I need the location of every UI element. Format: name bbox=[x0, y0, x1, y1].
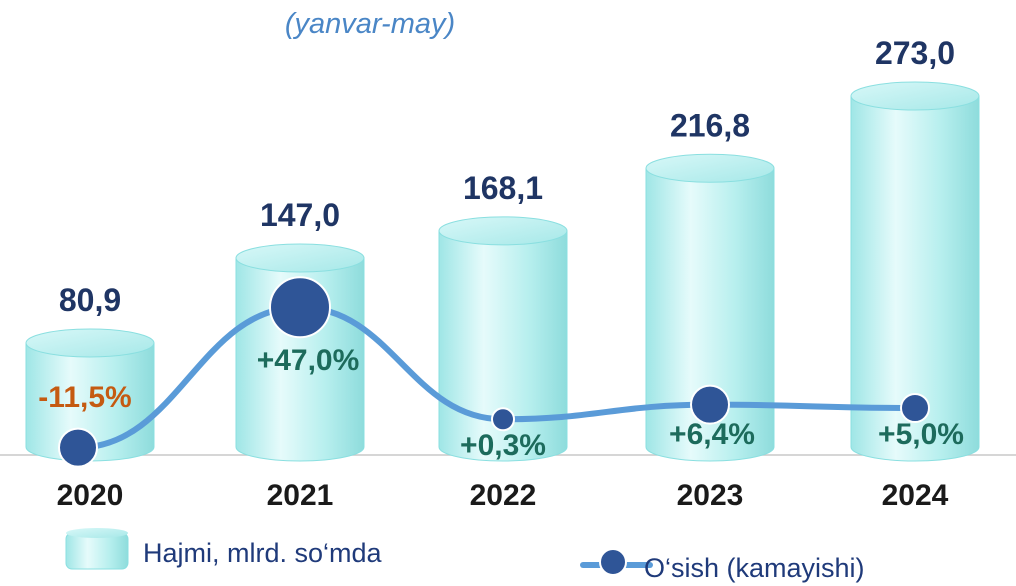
legend-item-volume: Hajmi, mlrd. so‘mda bbox=[65, 528, 383, 570]
growth-line-path bbox=[75, 304, 918, 451]
bar-2021 bbox=[235, 243, 365, 462]
year-label-2020: 2020 bbox=[57, 479, 124, 512]
growth-marker-2024 bbox=[900, 393, 930, 423]
growth-label-2020: -11,5% bbox=[38, 381, 131, 414]
bar-cap-2020 bbox=[25, 328, 155, 358]
growth-marker-2020 bbox=[58, 427, 98, 468]
bar-cap-2021 bbox=[235, 243, 365, 273]
legend-item-growth: O‘sish (kamayishi) bbox=[580, 548, 865, 583]
legend-marker-swatch bbox=[599, 548, 627, 576]
bar-cap-2023 bbox=[645, 153, 775, 183]
bar-body-2021 bbox=[235, 257, 365, 462]
legend-cylinder-cap bbox=[66, 528, 128, 538]
bar-body-2024 bbox=[850, 95, 980, 462]
legend-label-growth: O‘sish (kamayishi) bbox=[644, 553, 865, 583]
value-label-2023: 216,8 bbox=[670, 107, 750, 143]
bar-cap-2024 bbox=[850, 81, 980, 111]
value-label-2022: 168,1 bbox=[463, 170, 543, 206]
growth-label-2024: +5,0% bbox=[878, 418, 964, 451]
bar-body-2022 bbox=[438, 230, 568, 462]
year-label-2022: 2022 bbox=[470, 479, 537, 512]
value-label-2021: 147,0 bbox=[260, 197, 340, 233]
growth-marker-2021 bbox=[269, 276, 331, 339]
chart-subtitle: (yanvar-may) bbox=[284, 8, 456, 40]
growth-label-2022: +0,3% bbox=[460, 429, 546, 462]
growth-marker-2022 bbox=[491, 407, 515, 432]
growth-label-2021: +47,0% bbox=[257, 344, 360, 377]
growth-label-2023: +6,4% bbox=[669, 418, 755, 451]
bar-2024 bbox=[850, 81, 980, 462]
bar-body-2020 bbox=[25, 342, 155, 462]
legend-cylinder-swatch bbox=[65, 532, 129, 570]
value-label-2020: 80,9 bbox=[59, 282, 121, 318]
legend-label-volume: Hajmi, mlrd. so‘mda bbox=[143, 538, 383, 568]
bar-2020 bbox=[25, 328, 155, 462]
growth-marker-2023 bbox=[690, 384, 730, 425]
bar-2023 bbox=[645, 153, 775, 462]
bar-cap-2022 bbox=[438, 216, 568, 246]
year-label-2021: 2021 bbox=[267, 479, 334, 512]
bar-body-2023 bbox=[645, 167, 775, 462]
year-label-2023: 2023 bbox=[677, 479, 744, 512]
bar-2022 bbox=[438, 216, 568, 462]
year-label-2024: 2024 bbox=[882, 479, 949, 512]
value-label-2024: 273,0 bbox=[875, 35, 955, 71]
